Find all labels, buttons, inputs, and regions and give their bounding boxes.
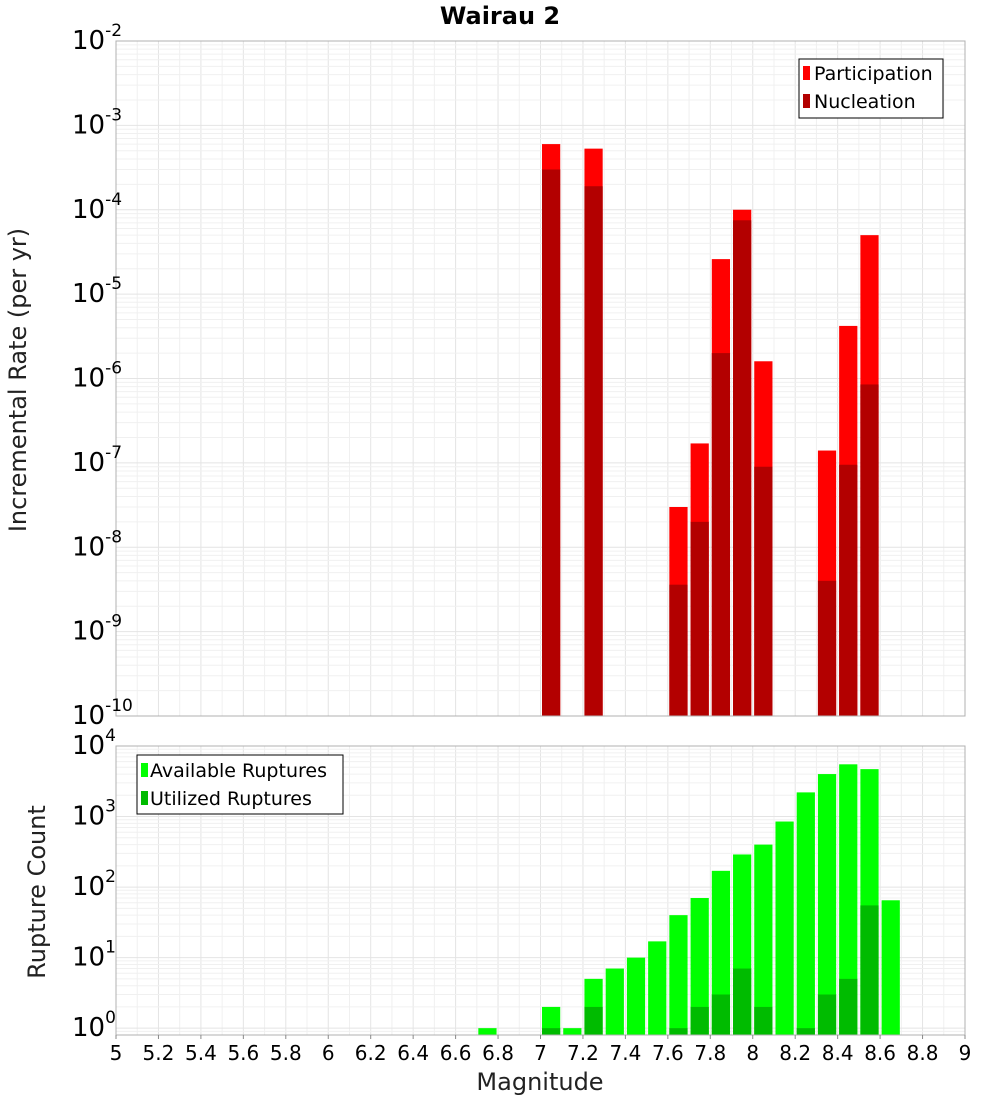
- x-tick-label: 9: [959, 1041, 972, 1065]
- x-tick-label: 5: [110, 1041, 123, 1065]
- x-tick-label: 7.8: [694, 1041, 726, 1065]
- bottom-bar-utilized-ruptures: [754, 1006, 773, 1035]
- bottom-bar-available-ruptures: [563, 1028, 582, 1035]
- top-bar-nucleation: [711, 353, 731, 716]
- top-legend: Participation Nucleation: [798, 58, 944, 119]
- bottom-bar-utilized-ruptures: [796, 1028, 815, 1035]
- top-plot-grid: [115, 40, 966, 717]
- top-y-tick-label: 10-6: [72, 359, 122, 394]
- bottom-y-tick-label: 104: [72, 726, 116, 761]
- x-tick-label: 7.2: [567, 1041, 599, 1065]
- bottom-bar-utilized-ruptures: [860, 905, 879, 1035]
- bottom-bar-available-ruptures: [690, 898, 709, 1035]
- bottom-bar-available-ruptures: [648, 941, 667, 1035]
- top-legend-box: [798, 58, 944, 119]
- legend-label-utilized: Utilized Ruptures: [150, 788, 312, 810]
- x-tick-label: 8.4: [822, 1041, 854, 1065]
- top-bars-group: [542, 144, 879, 717]
- top-bar-nucleation: [817, 580, 837, 716]
- top-bar-nucleation: [542, 169, 561, 716]
- x-tick-label: 5.2: [143, 1041, 175, 1065]
- legend-label-available: Available Ruptures: [150, 760, 327, 782]
- x-tick-label: 5.6: [227, 1041, 259, 1065]
- top-bar-nucleation: [839, 464, 858, 716]
- top-y-tick-label: 10-8: [72, 527, 122, 562]
- bottom-bar-available-ruptures: [711, 870, 731, 1035]
- bottom-bar-available-ruptures: [775, 821, 794, 1035]
- bottom-legend: Available Ruptures Utilized Ruptures: [136, 754, 344, 815]
- bottom-bar-available-ruptures: [478, 1028, 497, 1035]
- top-bar-nucleation: [733, 220, 752, 717]
- top-y-tick-label: 10-3: [72, 105, 122, 140]
- bottom-y-tick-label: 101: [72, 938, 116, 973]
- x-tick-label: 7.4: [609, 1041, 641, 1065]
- bottom-bar-utilized-ruptures: [733, 968, 752, 1035]
- bottom-bars-group: [478, 764, 900, 1035]
- x-tick-label: 6.4: [397, 1041, 429, 1065]
- bottom-bar-utilized-ruptures: [669, 1028, 688, 1035]
- bottom-y-tick-label: 103: [72, 797, 116, 832]
- bottom-y-tick-label: 100: [72, 1008, 116, 1043]
- x-tick-label: 8.6: [864, 1041, 896, 1065]
- bottom-bar-available-ruptures: [796, 792, 815, 1035]
- bottom-bar-utilized-ruptures: [817, 994, 837, 1035]
- top-y-tick-labels: 10-10 10-9 10-8 10-7 10-6 10-5 10-4 10-3 10-2: [72, 21, 133, 731]
- legend-swatch-nucleation: [803, 94, 810, 108]
- x-tick-labels: 5 5.2 5.4 5.6 5.8 6 6.2 6.4 6.6 6.8 7 7.2 7.4 7.6 7.8 8…: [110, 1035, 972, 1065]
- bottom-bar-utilized-ruptures: [690, 1006, 709, 1035]
- bottom-bar-utilized-ruptures: [839, 978, 858, 1035]
- bottom-bar-utilized-ruptures: [711, 994, 731, 1035]
- x-tick-label: 6: [322, 1041, 335, 1065]
- participation-nucleation-panel: 10-10 10-9 10-8 10-7 10-6 10-5 10-4 10-3 10-2 In…: [4, 21, 966, 731]
- bottom-y-axis-label: Rupture Count: [23, 805, 51, 979]
- top-y-axis-label: Incremental Rate (per yr): [4, 228, 32, 532]
- bottom-y-tick-labels: 100 101 102 103 104: [72, 726, 116, 1043]
- top-bar-nucleation: [669, 584, 688, 716]
- legend-label-participation: Participation: [814, 63, 933, 85]
- chart-title: Wairau 2: [440, 2, 560, 30]
- x-tick-label: 6.6: [440, 1041, 472, 1065]
- legend-swatch-utilized: [141, 791, 148, 805]
- top-bar-nucleation: [690, 521, 709, 716]
- bottom-bar-available-ruptures: [605, 968, 624, 1035]
- top-y-tick-label: 10-10: [72, 696, 133, 731]
- bottom-bar-available-ruptures: [626, 957, 646, 1035]
- top-y-tick-label: 10-7: [72, 443, 122, 478]
- bottom-bar-available-ruptures: [839, 764, 858, 1035]
- x-tick-label: 5.4: [185, 1041, 217, 1065]
- x-tick-label: 6.2: [355, 1041, 387, 1065]
- top-bar-nucleation: [754, 466, 773, 716]
- legend-label-nucleation: Nucleation: [814, 91, 916, 113]
- top-y-tick-label: 10-4: [72, 190, 122, 225]
- bottom-bar-available-ruptures: [881, 900, 900, 1035]
- top-y-tick-label: 10-9: [72, 612, 122, 647]
- top-bar-nucleation: [584, 186, 603, 716]
- x-axis-label: Magnitude: [476, 1068, 603, 1096]
- bottom-bar-utilized-ruptures: [542, 1028, 561, 1035]
- top-y-tick-label: 10-5: [72, 274, 122, 309]
- x-tick-label: 7.6: [652, 1041, 684, 1065]
- top-bar-nucleation: [860, 384, 879, 716]
- rupture-count-panel: 100 101 102 103 104 5 5.2 5.4 5.6 5.8 6 6.2 6.4 6.6 6…: [23, 726, 971, 1096]
- bottom-bar-available-ruptures: [817, 774, 837, 1035]
- legend-swatch-participation: [803, 66, 810, 80]
- bottom-bar-available-ruptures: [542, 1006, 561, 1035]
- x-tick-label: 8.8: [907, 1041, 939, 1065]
- x-tick-label: 5.8: [270, 1041, 302, 1065]
- top-plot-frame: [115, 40, 966, 717]
- bottom-bar-available-ruptures: [669, 915, 688, 1035]
- bottom-legend-box: [136, 754, 344, 815]
- legend-swatch-available: [141, 763, 148, 777]
- bottom-bar-utilized-ruptures: [584, 1006, 603, 1035]
- x-tick-label: 8: [746, 1041, 759, 1065]
- x-tick-label: 7: [534, 1041, 547, 1065]
- bottom-bar-available-ruptures: [754, 844, 773, 1035]
- bottom-y-tick-label: 102: [72, 867, 116, 902]
- x-tick-label: 8.2: [779, 1041, 811, 1065]
- top-y-tick-label: 10-2: [72, 21, 122, 56]
- x-tick-label: 6.8: [482, 1041, 514, 1065]
